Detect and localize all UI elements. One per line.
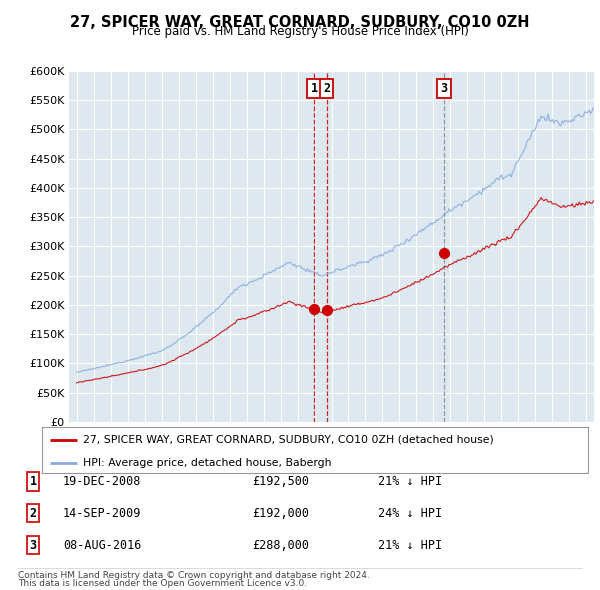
Text: £192,000: £192,000 (252, 507, 309, 520)
Text: Contains HM Land Registry data © Crown copyright and database right 2024.: Contains HM Land Registry data © Crown c… (18, 571, 370, 579)
Text: 21% ↓ HPI: 21% ↓ HPI (378, 475, 442, 488)
Text: 24% ↓ HPI: 24% ↓ HPI (378, 507, 442, 520)
Text: £288,000: £288,000 (252, 539, 309, 552)
Text: 27, SPICER WAY, GREAT CORNARD, SUDBURY, CO10 0ZH: 27, SPICER WAY, GREAT CORNARD, SUDBURY, … (70, 15, 530, 30)
Text: 3: 3 (29, 539, 37, 552)
Text: 1: 1 (310, 82, 317, 95)
Text: 2: 2 (29, 507, 37, 520)
Text: HPI: Average price, detached house, Babergh: HPI: Average price, detached house, Babe… (83, 458, 331, 468)
Text: 27, SPICER WAY, GREAT CORNARD, SUDBURY, CO10 0ZH (detached house): 27, SPICER WAY, GREAT CORNARD, SUDBURY, … (83, 435, 494, 445)
Text: 1: 1 (29, 475, 37, 488)
Text: 21% ↓ HPI: 21% ↓ HPI (378, 539, 442, 552)
Text: 19-DEC-2008: 19-DEC-2008 (63, 475, 142, 488)
Text: Price paid vs. HM Land Registry's House Price Index (HPI): Price paid vs. HM Land Registry's House … (131, 25, 469, 38)
Text: 2: 2 (323, 82, 330, 95)
Text: 14-SEP-2009: 14-SEP-2009 (63, 507, 142, 520)
Text: £192,500: £192,500 (252, 475, 309, 488)
Text: This data is licensed under the Open Government Licence v3.0.: This data is licensed under the Open Gov… (18, 579, 307, 588)
Text: 3: 3 (440, 82, 447, 95)
Text: 08-AUG-2016: 08-AUG-2016 (63, 539, 142, 552)
